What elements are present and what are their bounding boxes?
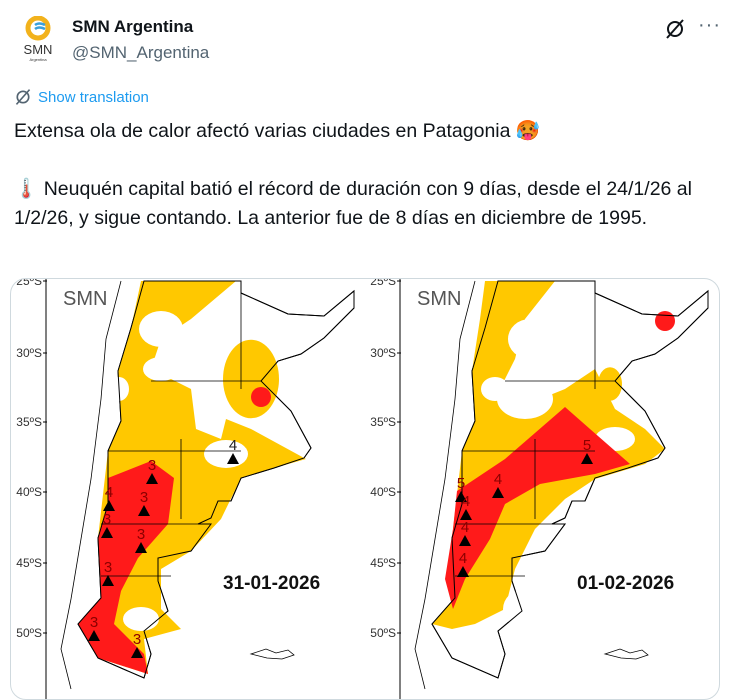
heat-region-red — [445, 407, 630, 609]
grok-icon[interactable] — [664, 18, 686, 40]
tweet-media[interactable]: 25ºS 30ºS 35ºS 40ºS 45ºS 50ºS SMN 31-01-2026 4 3 4… — [10, 278, 720, 700]
station-marker-triangle — [146, 473, 158, 484]
map-date-label: 01-02-2026 — [577, 573, 674, 594]
station-marker-triangle — [103, 500, 115, 511]
station-marker-triangle — [492, 487, 504, 498]
heat-region-red — [251, 387, 271, 407]
heatwave-days-label: 3 — [104, 559, 112, 576]
latitude-label: 45ºS — [16, 556, 42, 570]
station-marker-triangle — [138, 505, 150, 516]
tweet-line-1: Extensa ola de calor afectó varias ciuda… — [14, 120, 541, 142]
heat-region-orange — [598, 367, 622, 401]
show-translation-label: Show translation — [38, 88, 149, 106]
tweet-line-2: 🌡️ Neuquén capital batió el récord de du… — [14, 178, 692, 229]
no-heat-region — [123, 607, 159, 631]
svg-text:Argentina: Argentina — [29, 57, 47, 62]
heatwave-days-label: 4 — [459, 550, 467, 567]
heatwave-days-label: 4 — [462, 493, 470, 510]
heatwave-days-label: 3 — [133, 631, 141, 648]
latitude-label: 45ºS — [370, 556, 396, 570]
heatwave-days-label: 3 — [137, 526, 145, 543]
avatar[interactable]: SMN Argentina — [18, 15, 62, 64]
station-marker-triangle — [457, 566, 469, 577]
heatwave-days-label: 4 — [494, 471, 502, 488]
no-heat-region — [497, 379, 553, 419]
latitude-label: 30ºS — [370, 346, 396, 360]
no-heat-region — [204, 440, 248, 468]
station-marker-triangle — [227, 453, 239, 464]
heatwave-days-label: 5 — [583, 437, 591, 454]
latitude-label: 25ºS — [370, 279, 396, 288]
argentina-border — [77, 280, 355, 679]
heat-region-red — [655, 311, 675, 331]
latitude-label: 50ºS — [370, 626, 396, 640]
station-marker-triangle — [581, 453, 593, 464]
heatwave-map-31-01: 25ºS 30ºS 35ºS 40ºS 45ºS 50ºS SMN 31-01-2026 4 3 4… — [11, 279, 365, 699]
heatwave-days-label: 4 — [229, 437, 237, 454]
show-translation-link[interactable]: Show translation — [14, 88, 149, 106]
map-date-label: 31-01-2026 — [223, 573, 320, 594]
station-marker-triangle — [135, 542, 147, 553]
smn-watermark: SMN — [63, 288, 107, 310]
heatwave-days-label: 5 — [457, 475, 465, 492]
latitude-label: 50ºS — [16, 626, 42, 640]
heat-region-orange — [223, 339, 279, 419]
smn-watermark: SMN — [417, 288, 461, 310]
no-heat-region — [139, 311, 183, 347]
station-marker-triangle — [88, 630, 100, 641]
no-heat-region — [508, 319, 552, 359]
author-name[interactable]: SMN Argentina — [72, 17, 194, 36]
latitude-label: 30ºS — [16, 346, 42, 360]
station-marker-triangle — [459, 535, 471, 546]
station-marker-triangle — [102, 575, 114, 586]
latitude-label: 35ºS — [370, 415, 396, 429]
author-handle[interactable]: @SMN_Argentina — [72, 43, 210, 62]
no-heat-region — [143, 357, 179, 381]
falkland-islands — [249, 648, 295, 660]
heatwave-map-01-02: 25ºS 30ºS 35ºS 40ºS 45ºS 50ºS SMN 01-02-2026 5 4 5… — [365, 279, 719, 699]
no-heat-region — [481, 377, 509, 401]
chile-coast — [60, 280, 122, 690]
latitude-label: 25ºS — [16, 279, 42, 288]
heatwave-days-label: 3 — [90, 614, 98, 631]
heatwave-days-label: 3 — [103, 511, 111, 528]
station-marker-triangle — [101, 527, 113, 538]
no-heat-region — [503, 589, 547, 629]
translate-icon — [15, 89, 31, 105]
falkland-islands — [603, 648, 649, 660]
more-options-button[interactable]: ··· — [698, 14, 721, 36]
heatwave-days-label: 3 — [140, 489, 148, 506]
tweet-text: Extensa ola de calor afectó varias ciuda… — [14, 117, 714, 233]
station-marker-triangle — [460, 509, 472, 520]
latitude-label: 35ºS — [16, 415, 42, 429]
station-marker-triangle — [131, 647, 143, 658]
svg-text:SMN: SMN — [24, 42, 53, 57]
latitude-label: 40ºS — [16, 485, 42, 499]
heatwave-days-label: 3 — [148, 457, 156, 474]
chile-coast — [414, 280, 476, 690]
station-marker-triangle — [455, 491, 467, 502]
heatwave-days-label: 4 — [105, 484, 113, 501]
heatwave-days-label: 4 — [461, 519, 469, 536]
latitude-label: 40ºS — [370, 485, 396, 499]
heat-region-red — [78, 461, 174, 674]
argentina-border — [431, 280, 709, 679]
